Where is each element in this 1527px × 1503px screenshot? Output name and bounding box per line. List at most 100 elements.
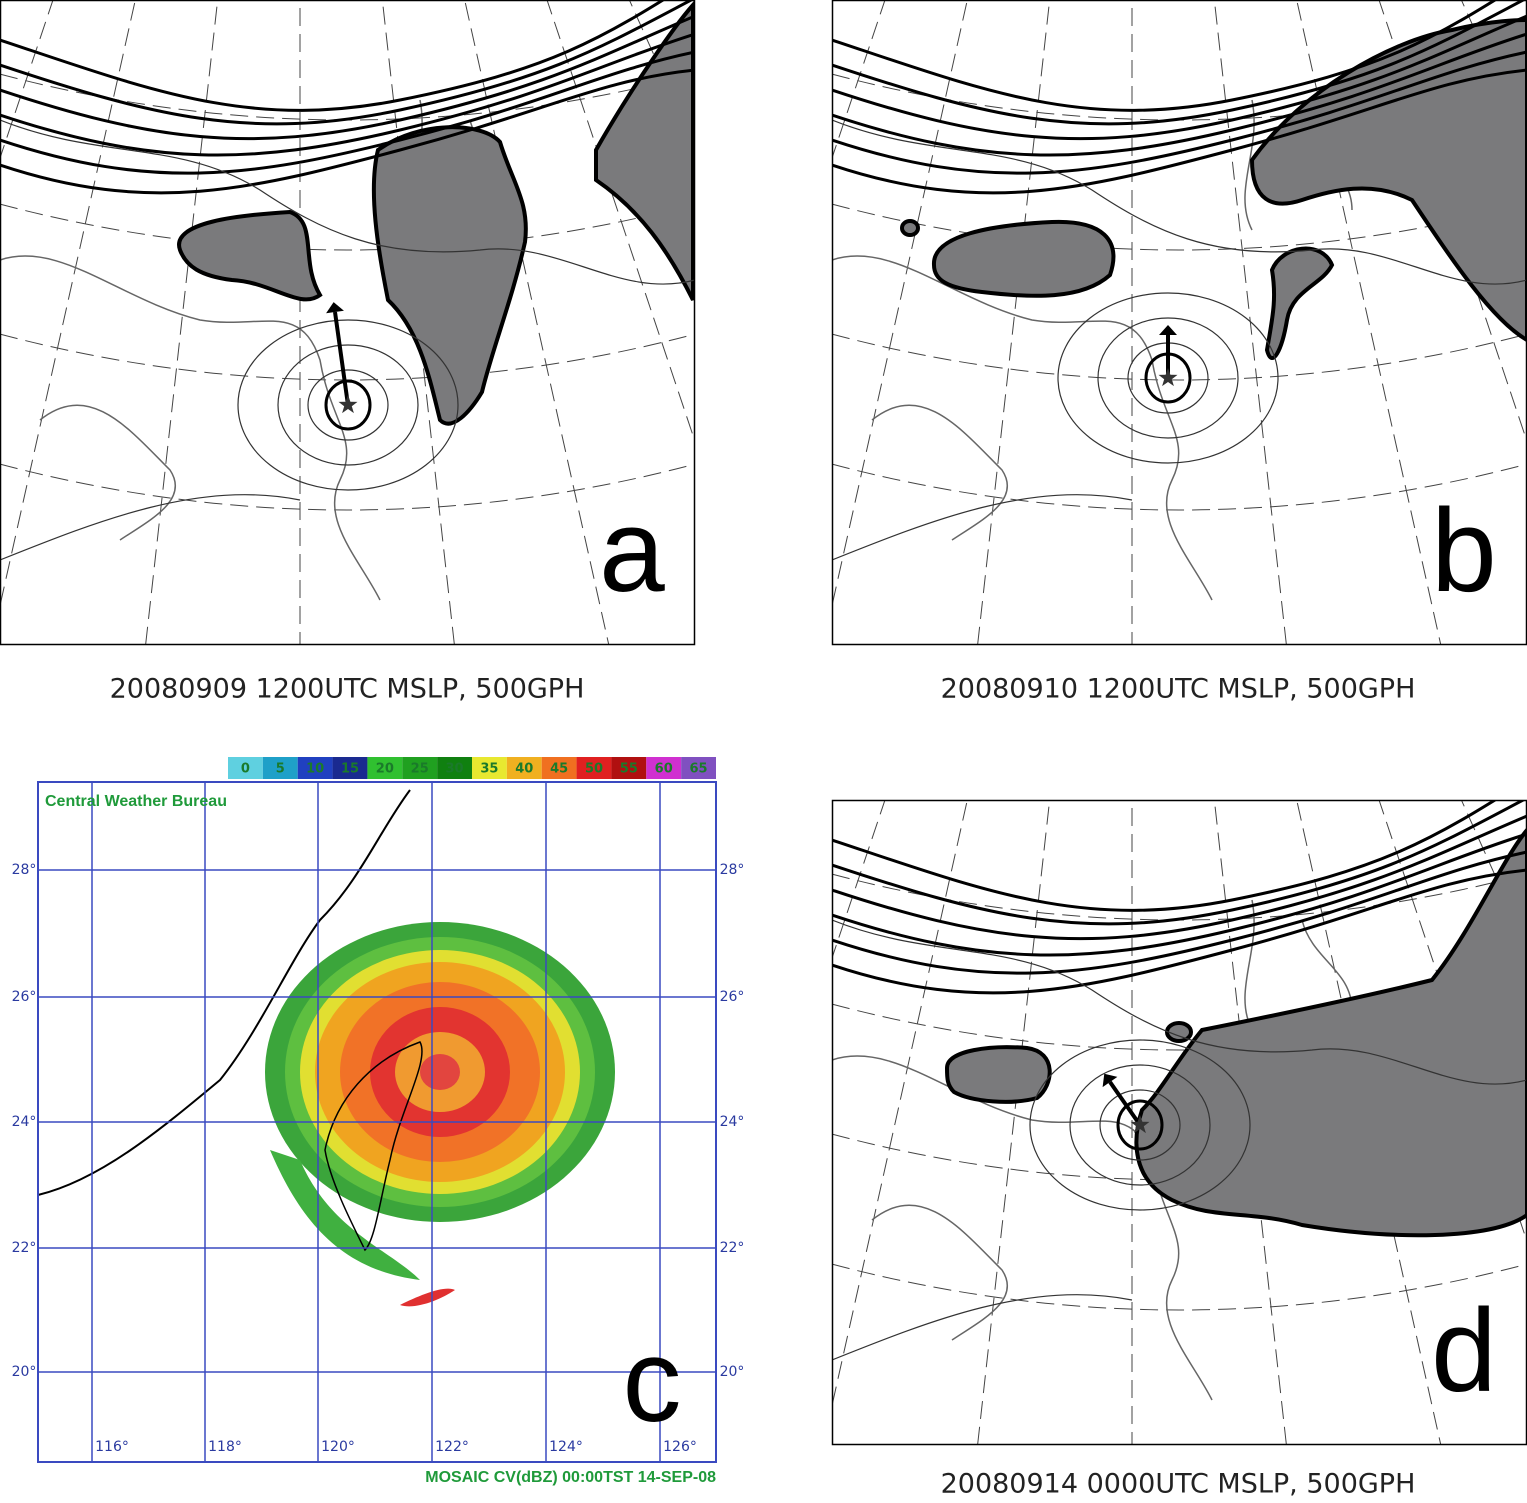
typhoon-star (1158, 368, 1178, 387)
gph-contour (0, 50, 695, 175)
isobar (1069, 1064, 1211, 1186)
gph-contour (832, 0, 1498, 112)
lon-label: 124° (549, 1439, 583, 1455)
gph-contour (832, 868, 1527, 995)
gph-contour (832, 800, 1498, 912)
lat-label: 22° (720, 1240, 745, 1256)
colorbar-cell (402, 757, 438, 779)
gph-contour (0, 68, 695, 195)
panel-caption: 20080910 1200UTC MSLP, 500GPH (941, 674, 1416, 705)
meridian (1213, 0, 1287, 645)
meridian (1296, 0, 1442, 645)
gph-contour (832, 50, 1527, 175)
isobar-thick (324, 379, 372, 431)
parallel (0, 203, 695, 251)
lat-label: 22° (12, 1240, 37, 1256)
colorbar-label: 30 (446, 762, 464, 777)
panel-letter: a (599, 485, 665, 617)
colorbar-label: 65 (690, 762, 708, 777)
isobar (1099, 1089, 1181, 1161)
rainband (400, 1288, 455, 1307)
meridian (546, 0, 695, 443)
lat-label: 28° (12, 862, 37, 878)
track-arrow (1108, 1080, 1142, 1127)
meridian (832, 0, 886, 160)
meridian (832, 0, 968, 608)
map-panel: d (831, 799, 1527, 1446)
parallel (832, 463, 1527, 511)
gph-contour (832, 800, 1527, 926)
gph-contour (0, 32, 695, 157)
panel-letter: d (1431, 1285, 1497, 1417)
radar-source: Central Weather Bureau (45, 793, 227, 810)
typhoon-star (338, 395, 358, 414)
meridian (0, 0, 136, 608)
lon-label: 118° (208, 1439, 242, 1455)
parallel (832, 333, 1527, 381)
lat-label: 20° (12, 1364, 37, 1380)
gph-contour (0, 0, 695, 126)
radar-frame (37, 781, 717, 1463)
colorbar-cell (541, 757, 577, 779)
lat-label: 24° (12, 1114, 37, 1130)
colorbar-label: 15 (341, 762, 359, 777)
isobar-thick (1116, 1099, 1164, 1151)
colorbar-label: 55 (620, 762, 638, 777)
map-content (0, 0, 695, 645)
track-arrow (333, 311, 350, 406)
gph-contour (832, 850, 1527, 975)
colorbar-cell (646, 757, 682, 779)
colorbar-label: 5 (276, 762, 285, 777)
parallel (0, 463, 695, 511)
colorbar-cell (576, 757, 612, 779)
height-region (371, 125, 528, 426)
coastline (37, 789, 411, 1196)
gph-contour (832, 832, 1527, 957)
height-region (899, 219, 921, 237)
gph-contour (0, 0, 666, 112)
isobar (277, 344, 419, 466)
height-region (944, 1045, 1052, 1104)
colorbar-cell (332, 757, 368, 779)
gph-contour (832, 0, 1527, 126)
gph-contour (832, 814, 1527, 941)
colorbar-cell (681, 757, 716, 779)
map-content (832, 0, 1527, 645)
map-content (832, 800, 1527, 1445)
panel-caption: 20080909 1200UTC MSLP, 500GPH (110, 674, 585, 705)
isobar (832, 919, 1527, 1361)
colorbar-label: 0 (241, 762, 250, 777)
height-region (931, 219, 1116, 298)
colorbar-label: 10 (306, 762, 324, 777)
colorbar-cell (506, 757, 542, 779)
map-frame (0, 0, 696, 646)
height-region (177, 209, 323, 302)
isobar (307, 369, 389, 441)
lat-label: 26° (720, 989, 745, 1005)
colorbar-label: 45 (550, 762, 568, 777)
colorbar-cell (437, 757, 472, 779)
map-panel: b (831, 0, 1527, 646)
colorbar-cell (611, 757, 647, 779)
lat-label: 24° (720, 1114, 745, 1130)
height-region (1264, 246, 1335, 360)
panel-letter: c (623, 1315, 682, 1447)
lat-label: 26° (12, 989, 37, 1005)
meridian (0, 0, 54, 160)
lon-label: 120° (321, 1439, 355, 1455)
height-region (1164, 1021, 1194, 1043)
isobar (0, 119, 695, 561)
colorbar-label: 20 (376, 762, 394, 777)
isobar (1057, 292, 1279, 464)
isobar (237, 319, 459, 491)
lon-label: 126° (663, 1439, 697, 1455)
parallel (0, 333, 695, 381)
arrow-head (1102, 1073, 1118, 1088)
gph-contour (832, 68, 1527, 195)
colorbar-cell (472, 757, 507, 779)
colorbar-label: 40 (515, 762, 533, 777)
isobar (1029, 1039, 1251, 1211)
colorbar-label: 35 (480, 762, 498, 777)
